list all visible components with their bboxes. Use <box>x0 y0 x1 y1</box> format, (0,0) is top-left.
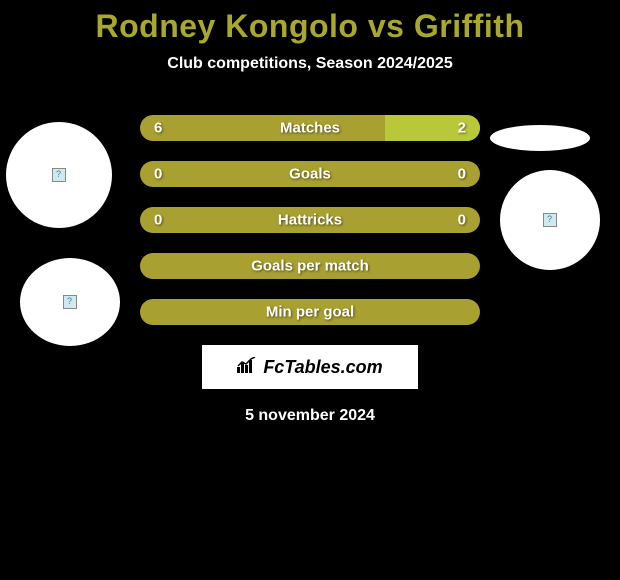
placeholder-icon <box>543 213 557 227</box>
comparison-card: Rodney Kongolo vs Griffith Club competit… <box>0 0 620 425</box>
stat-row: Min per goal <box>140 299 480 325</box>
stat-row: Goals per match <box>140 253 480 279</box>
placeholder-icon <box>52 168 66 182</box>
stat-label: Goals per match <box>251 258 369 275</box>
stat-label: Matches <box>280 120 340 137</box>
chart-icon <box>237 357 257 378</box>
placeholder-icon <box>63 295 77 309</box>
page-subtitle: Club competitions, Season 2024/2025 <box>0 55 620 73</box>
stat-right-value: 0 <box>458 212 466 229</box>
logo-box: FcTables.com <box>202 345 418 389</box>
stat-right-value: 2 <box>458 120 466 137</box>
page-title: Rodney Kongolo vs Griffith <box>0 0 620 45</box>
stat-row: 0 0 Goals <box>140 161 480 187</box>
stat-right-value: 0 <box>458 166 466 183</box>
stat-left-value: 0 <box>154 212 162 229</box>
stat-label: Min per goal <box>266 304 354 321</box>
stat-label: Goals <box>289 166 331 183</box>
date-label: 5 november 2024 <box>0 407 620 425</box>
stat-row: 0 0 Hattricks <box>140 207 480 233</box>
stat-left-value: 6 <box>154 120 162 137</box>
stat-left-value: 0 <box>154 166 162 183</box>
player1-avatar-primary <box>6 122 112 228</box>
stat-row: 6 2 Matches <box>140 115 480 141</box>
logo-text: FcTables.com <box>263 357 382 378</box>
stat-label: Hattricks <box>278 212 342 229</box>
player2-avatar-secondary <box>500 170 600 270</box>
player1-avatar-secondary <box>20 258 120 346</box>
player2-avatar-primary <box>490 125 590 151</box>
